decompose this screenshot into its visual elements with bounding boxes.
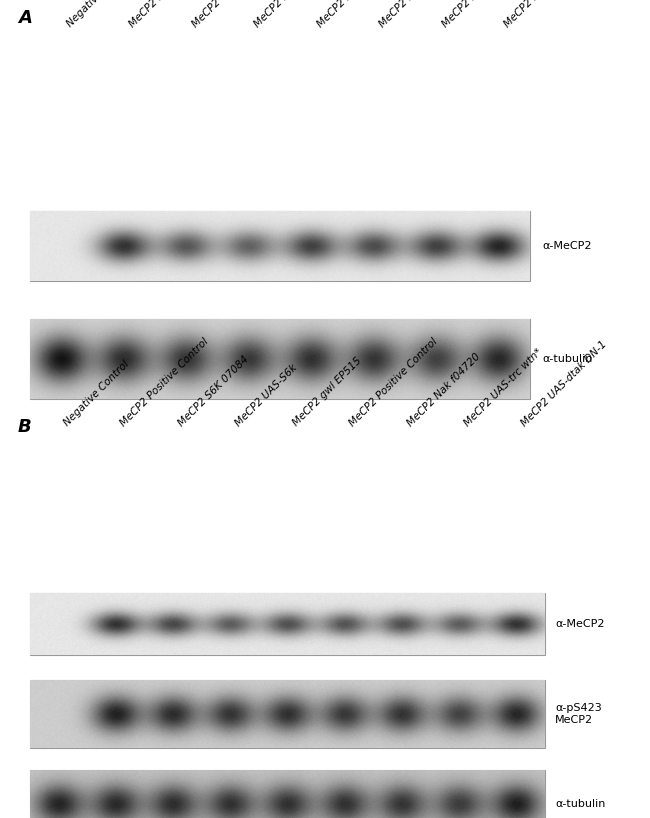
Text: MeCP2 Positive Control: MeCP2 Positive Control — [128, 0, 220, 29]
Bar — [30, 319, 530, 399]
Text: α-tubulin: α-tubulin — [542, 354, 592, 364]
Text: MeCP2 UAS-trc wtn*: MeCP2 UAS-trc wtn* — [462, 346, 544, 428]
Text: α-MeCP2: α-MeCP2 — [555, 619, 605, 629]
Text: A: A — [18, 9, 32, 27]
Text: MeCP2 Nak f04720: MeCP2 Nak f04720 — [405, 351, 482, 428]
Text: MeCP2 Scm M56*: MeCP2 Scm M56* — [378, 0, 450, 29]
Text: Negative Control: Negative Control — [62, 359, 131, 428]
Text: MeCP2 gwl EP515: MeCP2 gwl EP515 — [291, 356, 363, 428]
Text: α-tubulin: α-tubulin — [555, 799, 605, 809]
Text: MeCP2 S6K 07084: MeCP2 S6K 07084 — [176, 353, 250, 428]
Text: MeCP2 Scm M36*: MeCP2 Scm M36* — [440, 0, 512, 29]
Text: Negative Control: Negative Control — [65, 0, 135, 29]
Text: MeCP2 brahma 21: MeCP2 brahma 21 — [253, 0, 328, 29]
Text: MeCP2 Positive Control: MeCP2 Positive Control — [348, 336, 440, 428]
Bar — [30, 680, 545, 748]
Text: B: B — [18, 418, 32, 436]
Text: MeCP2 UAS-S6k: MeCP2 UAS-S6k — [233, 362, 299, 428]
Text: MeCP2 osa 00090*: MeCP2 osa 00090* — [190, 0, 267, 29]
Bar — [30, 211, 530, 281]
Text: MeCP2 Mi-2 KG0622: MeCP2 Mi-2 KG0622 — [502, 0, 584, 29]
Bar — [30, 593, 545, 655]
Bar — [30, 770, 545, 818]
Text: MeCP2 Positive Control: MeCP2 Positive Control — [119, 336, 211, 428]
Text: α-pS423
MeCP2: α-pS423 MeCP2 — [555, 703, 602, 726]
Text: MeCP2 UAS-dtak DN-1: MeCP2 UAS-dtak DN-1 — [519, 339, 609, 428]
Text: α-MeCP2: α-MeCP2 — [542, 241, 592, 251]
Text: MeCP2 Positive Control: MeCP2 Positive Control — [315, 0, 408, 29]
